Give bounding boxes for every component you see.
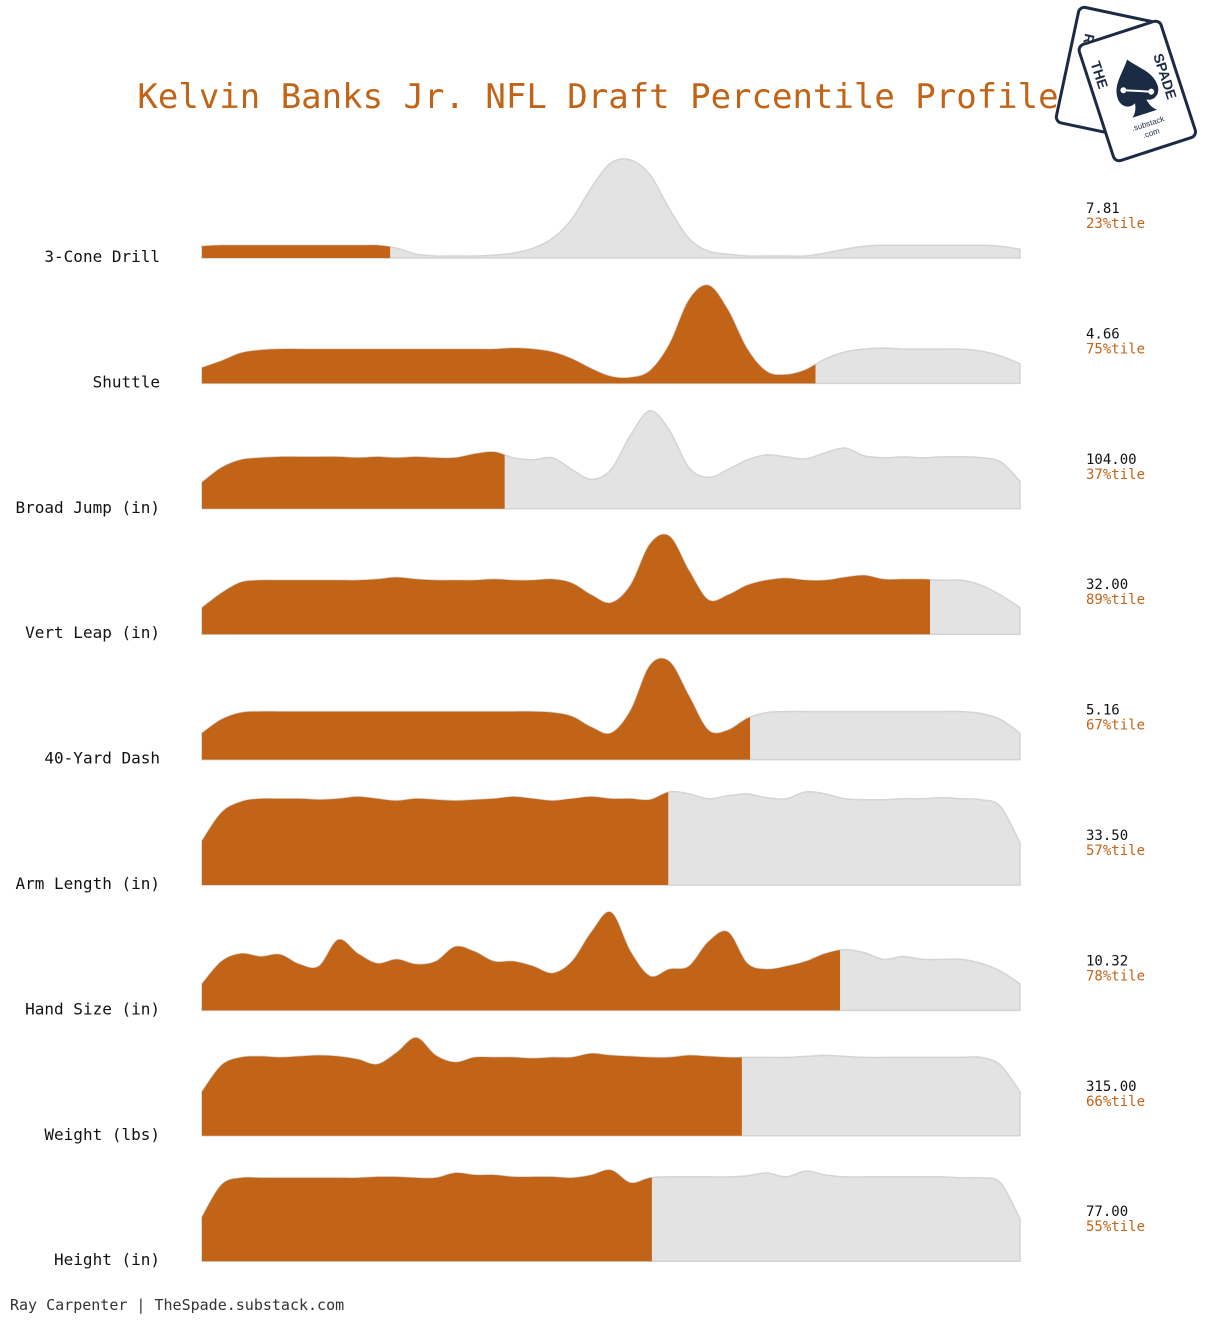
metric-percentile: 66%tile	[1086, 1094, 1145, 1110]
percentile-fill	[202, 658, 751, 760]
metric-percentile: 57%tile	[1086, 843, 1145, 859]
metric-value: 7.81	[1086, 201, 1120, 217]
metric-percentile: 55%tile	[1086, 1219, 1145, 1235]
metric-value: 5.16	[1086, 703, 1120, 719]
metric-value: 10.32	[1086, 953, 1128, 969]
percentile-fill	[202, 451, 505, 509]
spade-icon	[1116, 59, 1159, 118]
percentile-fill	[202, 792, 669, 885]
metric-percentile: 67%tile	[1086, 718, 1145, 734]
metric-value: 4.66	[1086, 326, 1120, 342]
metric-percentile: 89%tile	[1086, 592, 1145, 608]
the-spade-logo: RC THE SPADE .substack .com	[1054, 5, 1197, 163]
metric-label: Hand Size (in)	[25, 999, 160, 1018]
metric-percentile: 23%tile	[1086, 216, 1145, 232]
metric-label: 3-Cone Drill	[44, 247, 160, 266]
percentile-fill	[202, 245, 391, 258]
percentile-fill	[202, 285, 816, 384]
metric-value: 104.00	[1086, 452, 1137, 468]
metric-label: Weight (lbs)	[44, 1125, 160, 1144]
metric-percentile: 78%tile	[1086, 968, 1145, 984]
percentile-fill	[202, 534, 931, 635]
logo-spade-line	[1123, 89, 1152, 93]
metric-value: 77.00	[1086, 1204, 1128, 1220]
metric-value: 33.50	[1086, 828, 1128, 844]
logo-spade-dot-left	[1120, 87, 1127, 94]
metric-label: Broad Jump (in)	[16, 498, 161, 517]
metric-label: Height (in)	[54, 1250, 160, 1269]
logo-front-card: THE SPADE .substack .com	[1077, 19, 1197, 163]
credit-line: Ray Carpenter | TheSpade.substack.com	[10, 1296, 344, 1314]
percentile-fill	[202, 1037, 742, 1136]
logo-spade-dot-right	[1148, 88, 1155, 95]
metric-value: 315.00	[1086, 1079, 1137, 1095]
metric-label: Shuttle	[93, 372, 160, 391]
metric-label: Arm Length (in)	[16, 874, 161, 893]
percentile-fill	[202, 911, 841, 1011]
metric-percentile: 37%tile	[1086, 467, 1145, 483]
metric-label: Vert Leap (in)	[25, 623, 160, 642]
density-curve	[201, 158, 1021, 259]
chart-title: Kelvin Banks Jr. NFL Draft Percentile Pr…	[137, 77, 1058, 117]
metric-percentile: 75%tile	[1086, 341, 1145, 357]
percentile-fill	[202, 1169, 652, 1262]
metric-value: 32.00	[1086, 577, 1128, 593]
metric-label: 40-Yard Dash	[44, 749, 160, 768]
